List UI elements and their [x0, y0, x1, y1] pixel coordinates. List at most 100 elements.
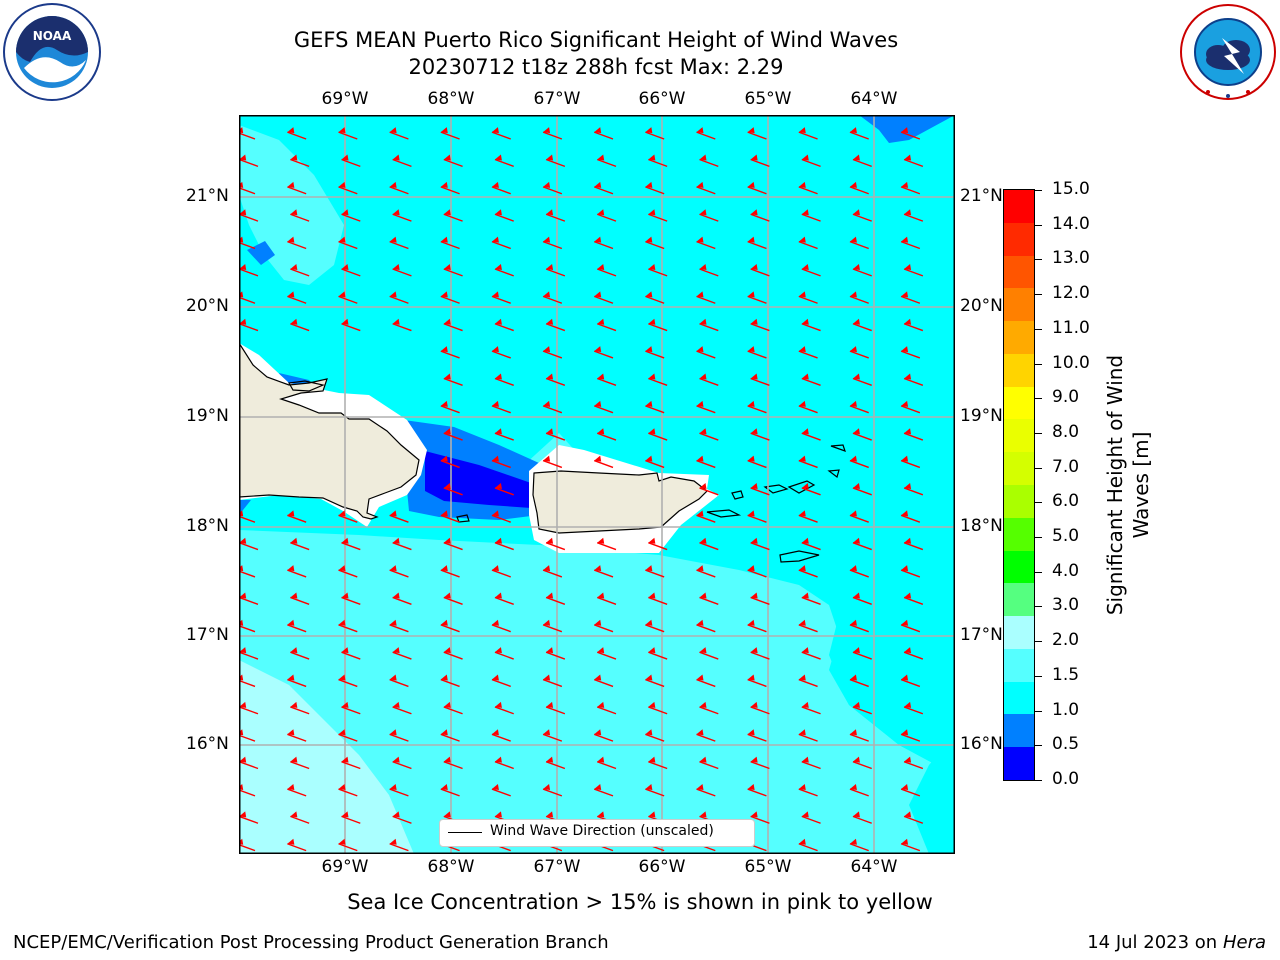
wave-direction-arrow — [645, 240, 665, 250]
wave-direction-arrowhead — [443, 701, 451, 708]
wave-direction-arrowhead — [645, 181, 653, 188]
wave-direction-arrowhead — [290, 647, 298, 654]
wave-direction-arrow — [491, 350, 511, 359]
wave-direction-arrowhead — [546, 701, 554, 708]
wave-direction-arrowhead — [747, 181, 755, 188]
wave-direction-arrowhead — [389, 510, 397, 517]
wave-direction-arrowhead — [852, 318, 860, 325]
wave-direction-arrow — [440, 131, 460, 140]
wave-direction-arrowhead — [648, 209, 656, 216]
wave-direction-arrow — [696, 733, 716, 742]
wave-direction-arrowhead — [696, 565, 704, 572]
lat-label-right: 18°N — [960, 516, 1003, 536]
wave-direction-arrowhead — [849, 565, 857, 572]
wave-direction-arrow — [903, 323, 924, 332]
wave-direction-arrowhead — [901, 346, 909, 353]
colorbar-tick-mark — [1034, 467, 1042, 469]
wave-direction-arrowhead — [699, 811, 707, 818]
wave-direction-arrow — [648, 213, 668, 222]
wave-direction-arrowhead — [287, 181, 295, 188]
wave-direction-arrow — [389, 295, 409, 304]
wave-direction-arrow — [900, 843, 921, 852]
colorbar-tick-label: 1.5 — [1052, 664, 1080, 685]
wave-direction-arrow — [443, 542, 463, 551]
wave-direction-arrowhead — [594, 236, 602, 243]
wave-direction-arrow — [801, 706, 821, 715]
wave-direction-arrowhead — [648, 811, 656, 818]
wave-direction-arrowhead — [904, 701, 912, 708]
wave-direction-arrowhead — [491, 455, 499, 462]
wave-direction-arrow — [849, 186, 869, 195]
wave-direction-arrow — [491, 295, 511, 304]
colorbar-segment — [1004, 616, 1034, 650]
wave-direction-arrowhead — [338, 510, 346, 517]
wave-direction-arrow — [491, 514, 511, 523]
wave-direction-arrow — [645, 295, 665, 304]
footer-date-text: 14 Jul 2023 on — [1087, 932, 1223, 953]
wave-direction-arrow — [903, 432, 924, 441]
wave-direction-arrowhead — [239, 592, 247, 599]
colorbar-tick-mark — [1034, 398, 1042, 400]
wave-direction-arrowhead — [801, 482, 809, 489]
wave-direction-arrowhead — [239, 154, 247, 161]
virgin-island — [827, 469, 840, 479]
wave-direction-arrowhead — [389, 729, 397, 736]
colorbar-tick-mark — [1034, 190, 1042, 191]
wave-direction-arrowhead — [287, 565, 295, 572]
wave-direction-arrowhead — [801, 154, 809, 161]
wave-direction-arrow — [542, 131, 563, 140]
wave-direction-arrowhead — [645, 127, 653, 134]
wave-direction-arrow — [494, 651, 514, 660]
wave-direction-arrowhead — [546, 373, 554, 380]
wave-direction-arrowhead — [699, 209, 707, 216]
wave-direction-arrowhead — [287, 619, 295, 626]
wave-direction-arrow — [849, 459, 869, 469]
colorbar-segment — [1004, 747, 1034, 781]
wave-direction-arrowhead — [543, 729, 551, 736]
wave-direction-arrowhead — [904, 756, 912, 763]
wave-direction-arrowhead — [798, 400, 806, 407]
wave-direction-arrow — [747, 295, 767, 304]
wave-direction-arrowhead — [849, 291, 857, 298]
wave-direction-arrowhead — [594, 619, 602, 626]
wave-direction-arrow — [341, 651, 361, 660]
colorbar-tick-mark — [1034, 432, 1042, 434]
wave-direction-arrowhead — [392, 811, 400, 818]
colorbar-tick-mark — [1034, 328, 1042, 330]
wave-direction-arrowhead — [546, 756, 554, 763]
wave-direction-arrow — [491, 678, 511, 688]
wave-direction-arrowhead — [290, 318, 298, 325]
wave-direction-arrow — [443, 706, 463, 715]
wave-direction-arrow — [443, 377, 463, 386]
wave-direction-arrowhead — [747, 291, 755, 298]
wave-direction-arrowhead — [389, 838, 397, 845]
wave-direction-arrowhead — [849, 236, 857, 243]
wave-direction-arrow — [593, 678, 614, 688]
wave-direction-arrow — [849, 514, 869, 523]
wave-direction-arrow — [338, 295, 358, 304]
wave-direction-arrowhead — [904, 537, 912, 544]
wave-direction-arrowhead — [696, 784, 704, 791]
lat-label-left: 16°N — [186, 734, 229, 754]
colorbar-segment — [1004, 583, 1034, 617]
wave-direction-arrowhead — [341, 756, 349, 763]
wave-direction-arrowhead — [747, 729, 755, 736]
wave-direction-arrow — [545, 596, 566, 605]
wave-direction-arrow — [645, 405, 665, 414]
colorbar-tick-label: 2.0 — [1052, 630, 1080, 651]
wave-direction-arrowhead — [798, 455, 806, 462]
wave-direction-arrowhead — [440, 784, 448, 791]
wave-direction-arrowhead — [904, 209, 912, 216]
wave-direction-arrowhead — [798, 674, 806, 681]
lon-label-top: 64°W — [850, 89, 898, 109]
wave-direction-arrowhead — [904, 592, 912, 599]
wave-direction-arrow — [494, 268, 514, 277]
wave-direction-arrowhead — [287, 291, 295, 298]
wave-direction-arrow — [801, 213, 821, 222]
colorbar-tick-label: 0.5 — [1052, 734, 1080, 755]
wave-direction-arrow — [392, 761, 412, 770]
wave-direction-arrow — [440, 405, 460, 414]
wave-direction-arrow — [494, 761, 514, 770]
wave-direction-arrow — [440, 350, 460, 359]
wave-direction-arrowhead — [443, 318, 451, 325]
